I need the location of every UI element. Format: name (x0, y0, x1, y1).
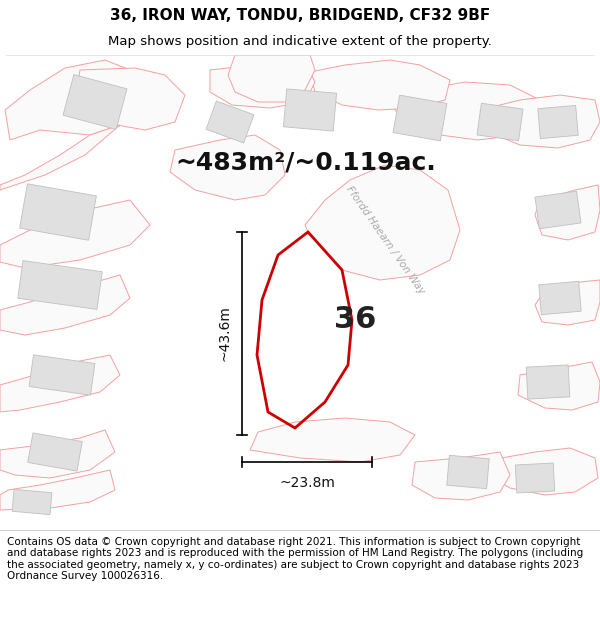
Text: 36: 36 (334, 306, 376, 334)
Polygon shape (0, 470, 115, 510)
Text: ~483m²/~0.119ac.: ~483m²/~0.119ac. (175, 150, 436, 174)
Polygon shape (0, 355, 120, 412)
Polygon shape (310, 60, 450, 110)
Polygon shape (20, 184, 97, 240)
Polygon shape (535, 191, 581, 229)
Polygon shape (228, 55, 315, 102)
Text: 36, IRON WAY, TONDU, BRIDGEND, CF32 9BF: 36, IRON WAY, TONDU, BRIDGEND, CF32 9BF (110, 8, 490, 23)
Polygon shape (305, 165, 460, 280)
Polygon shape (538, 106, 578, 139)
Polygon shape (170, 135, 285, 200)
Polygon shape (412, 452, 510, 500)
Polygon shape (535, 185, 600, 240)
Polygon shape (385, 82, 545, 140)
Text: ~23.8m: ~23.8m (279, 476, 335, 490)
Polygon shape (515, 463, 555, 493)
Polygon shape (63, 74, 127, 129)
Text: Map shows position and indicative extent of the property.: Map shows position and indicative extent… (108, 35, 492, 48)
Polygon shape (12, 489, 52, 514)
Polygon shape (539, 281, 581, 314)
Polygon shape (393, 95, 447, 141)
Polygon shape (210, 62, 315, 108)
Polygon shape (250, 418, 415, 462)
Text: Ffordd Haearn / Von Way: Ffordd Haearn / Von Way (344, 184, 426, 296)
Polygon shape (526, 365, 570, 399)
Polygon shape (29, 355, 95, 395)
Text: ~43.6m: ~43.6m (218, 306, 232, 361)
Polygon shape (477, 103, 523, 141)
Polygon shape (447, 456, 489, 489)
Polygon shape (0, 275, 130, 335)
Polygon shape (283, 89, 337, 131)
Polygon shape (480, 95, 600, 148)
Polygon shape (0, 125, 120, 190)
Polygon shape (5, 60, 140, 140)
Polygon shape (0, 200, 150, 268)
Polygon shape (0, 430, 115, 478)
Polygon shape (535, 280, 600, 325)
Polygon shape (28, 433, 82, 471)
Polygon shape (75, 68, 185, 130)
Polygon shape (488, 448, 598, 495)
Polygon shape (206, 101, 254, 143)
Text: Contains OS data © Crown copyright and database right 2021. This information is : Contains OS data © Crown copyright and d… (7, 537, 583, 581)
Polygon shape (518, 362, 600, 410)
Polygon shape (18, 261, 102, 309)
